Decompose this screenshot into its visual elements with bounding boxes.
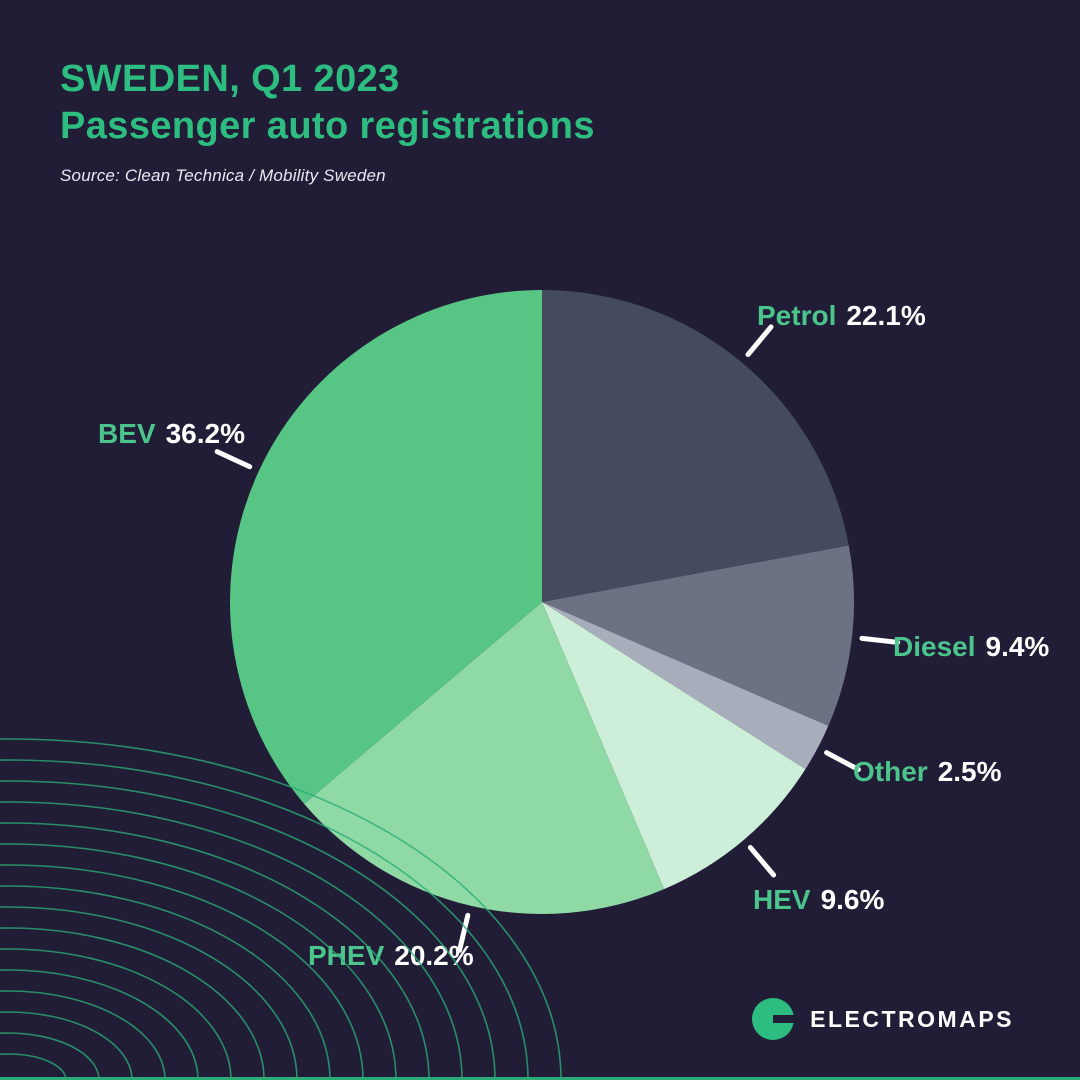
pie-slice-other: [542, 602, 829, 770]
pie-label-bev: BEV 36.2%: [98, 418, 245, 450]
pie-slice-diesel: [542, 545, 854, 726]
page-title: SWEDEN, Q1 2023: [60, 58, 400, 100]
pie-label-hev: HEV 9.6%: [753, 884, 884, 916]
pie-label-hev-pct: 9.6%: [820, 884, 885, 915]
bottom-accent-line: [0, 1077, 1080, 1080]
pie-label-hev-name: HEV: [753, 884, 811, 915]
pie-label-diesel-pct: 9.4%: [985, 631, 1050, 662]
brand-lockup: ELECTROMAPS: [750, 996, 1014, 1042]
pie-slice-petrol: [542, 290, 849, 602]
pie-label-other-pct: 2.5%: [937, 756, 1002, 787]
pie-label-bev-name: BEV: [98, 418, 156, 449]
page-subtitle: Passenger auto registrations: [60, 105, 595, 148]
header: SWEDEN, Q1 2023 Passenger auto registrat…: [60, 56, 595, 186]
brand-name: ELECTROMAPS: [810, 1005, 1014, 1032]
pie-label-other-name: Other: [853, 756, 928, 787]
pie-label-phev-name: PHEV: [308, 940, 385, 971]
pie-label-diesel: Diesel 9.4%: [893, 631, 1049, 663]
source-text: Source: Clean Technica / Mobility Sweden: [60, 166, 386, 186]
pie-leader-bev: [214, 449, 253, 470]
pie-leader-diesel: [859, 635, 901, 645]
pie-label-petrol-pct: 22.1%: [846, 300, 926, 331]
pie-label-petrol: Petrol 22.1%: [757, 300, 926, 332]
pie-label-diesel-name: Diesel: [893, 631, 976, 662]
pie-label-other: Other 2.5%: [853, 756, 1002, 788]
pie-label-phev: PHEV 20.2%: [308, 940, 474, 972]
pie-leader-other: [824, 750, 861, 773]
pie-label-phev-pct: 20.2%: [394, 940, 474, 971]
pie-label-petrol-name: Petrol: [757, 300, 837, 331]
pie-leader-petrol: [745, 324, 774, 358]
electromaps-logo-icon: [752, 998, 797, 1040]
pie-slice-hev: [542, 602, 806, 890]
pie-leader-hev: [747, 845, 777, 878]
pie-slice-bev: [230, 290, 543, 804]
pie-label-bev-pct: 36.2%: [165, 418, 245, 449]
